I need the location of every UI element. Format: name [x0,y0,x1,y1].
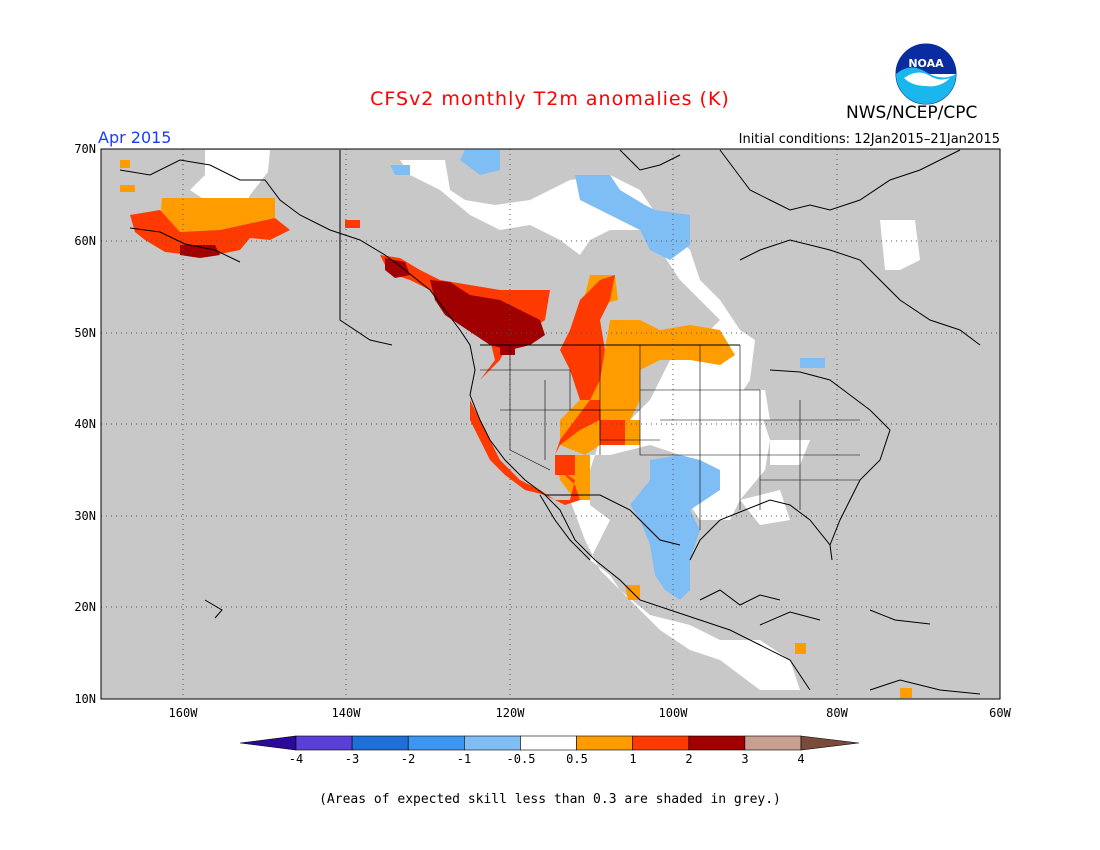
lat-label: 50N [74,326,96,340]
lon-label: 80W [826,706,848,720]
lon-label: 160W [169,706,199,720]
lon-label: 60W [989,706,1011,720]
map-title: CFSv2 monthly T2m anomalies (K) [370,88,730,110]
colorbar-box [632,735,690,751]
lon-label: 100W [659,706,689,720]
colorbar-tick-label: -4 [289,752,303,766]
colorbar-box [576,735,633,751]
lat-label: 30N [74,509,96,523]
colorbar-boxes [239,735,860,751]
noaa-logo: NOAA [895,43,957,105]
map-frame [100,148,1001,700]
skill-footnote: (Areas of expected skill less than 0.3 a… [319,792,781,807]
longitude-labels: 160W 140W 120W 100W 80W 60W [169,706,1012,720]
lon-label: 140W [332,706,362,720]
colorbar-tick-label: -2 [401,752,415,766]
colorbar-box [744,735,802,751]
svg-text:NOAA: NOAA [908,57,944,70]
colorbar-box [520,735,577,751]
cool-anomaly-regions [390,150,825,600]
colorbar-box [464,735,521,751]
state-borders [480,345,860,530]
colorbar-tick-label: -0.5 [507,752,536,766]
colorbar-box [688,735,746,751]
colorbar-tick-label: 1 [629,752,636,766]
colorbar-end-right [800,735,860,751]
lat-label: 70N [74,142,96,156]
colorbar-box [407,735,465,751]
colorbar-tick-label: 2 [685,752,692,766]
colorbar-tick-label: 0.5 [566,752,588,766]
initial-conditions-label: Initial conditions: 12Jan2015–21Jan2015 [738,132,1000,147]
colorbar-tick-label: -1 [457,752,471,766]
valid-month-label: Apr 2015 [98,128,172,147]
latitude-labels: 70N 60N 50N 40N 30N 20N 10N [74,142,96,706]
lat-label: 40N [74,417,96,431]
lat-label: 20N [74,600,96,614]
colorbar-labels: -4 -3 -2 -1 -0.5 0.5 1 2 3 4 [289,752,805,766]
lon-label: 120W [496,706,526,720]
agency-label: NWS/NCEP/CPC [846,103,978,123]
colorbar-box [351,735,409,751]
lat-label: 60N [74,234,96,248]
colorbar-tick-label: -3 [345,752,359,766]
colorbar-tick-label: 4 [797,752,804,766]
low-skill-background [101,149,1000,699]
colorbar-box [295,735,353,751]
coastlines [119,149,981,695]
colorbar-end-left [239,735,297,751]
lat-label: 10N [74,692,96,706]
colorbar-tick-label: 3 [741,752,748,766]
